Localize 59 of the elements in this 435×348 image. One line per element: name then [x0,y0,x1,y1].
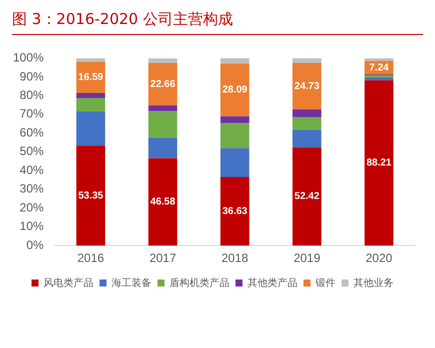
bar [76,112,106,146]
data-label: 88.21 [366,158,392,169]
bar [148,105,178,112]
data-label: 52.42 [294,191,320,202]
data-label: 22.66 [150,78,176,90]
bar [292,117,322,130]
legend-label: 风电类产品 [44,276,94,289]
bar [292,109,322,118]
data-label: 36.63 [222,206,248,218]
bar [76,146,106,246]
y-tick-label: 100% [12,50,44,65]
y-tick-label: 80% [20,88,44,102]
legend-label: 盾构机类产品 [170,276,230,289]
bar [364,80,394,246]
bar [220,64,250,116]
data-label: 46.58 [150,196,176,208]
legend-label: 海工装备 [112,276,152,289]
bar [76,92,106,98]
bar [364,58,394,61]
bar [220,148,250,177]
bar [220,176,250,246]
bar [148,111,178,138]
legend-label: 锻件 [314,278,336,289]
data-label: 28.09 [222,84,248,96]
x-tick-label: 2016 [77,251,104,266]
x-tick-label: 2019 [294,251,321,266]
data-label: 24.73 [294,80,320,92]
y-tick-label: 20% [20,200,44,214]
chart-title: 图 3：2016-2020 公司主营构成 [12,10,423,35]
y-tick-label: 10% [20,219,44,234]
bar [292,62,322,110]
bar [76,58,106,62]
legend-label: 其他类产品 [248,276,298,289]
legend-label: 其他业务 [354,276,394,289]
y-tick-label: 40% [20,162,44,177]
bar [364,77,394,80]
data-label: 16.59 [78,72,104,84]
y-tick-label: 50% [20,144,44,158]
bar [292,147,322,246]
bar [148,63,178,106]
data-label: 53.35 [78,190,104,202]
y-tick-label: 60% [20,125,44,140]
x-tick-label: 2018 [221,251,249,266]
x-tick-label: 2017 [149,251,176,266]
data-label: 7.24 [369,62,390,74]
bar [220,58,250,64]
y-tick-label: 90% [20,69,44,84]
x-tick-label: 2020 [366,251,393,266]
bar [220,116,250,124]
y-tick-label: 30% [20,182,44,196]
bar [148,138,178,158]
bar [76,98,106,112]
bar [148,58,178,63]
bar [148,158,178,246]
y-tick-label: 0% [26,238,44,252]
y-tick-label: 70% [20,106,44,121]
bar [292,130,322,148]
bar [220,123,250,148]
bar [292,58,322,63]
